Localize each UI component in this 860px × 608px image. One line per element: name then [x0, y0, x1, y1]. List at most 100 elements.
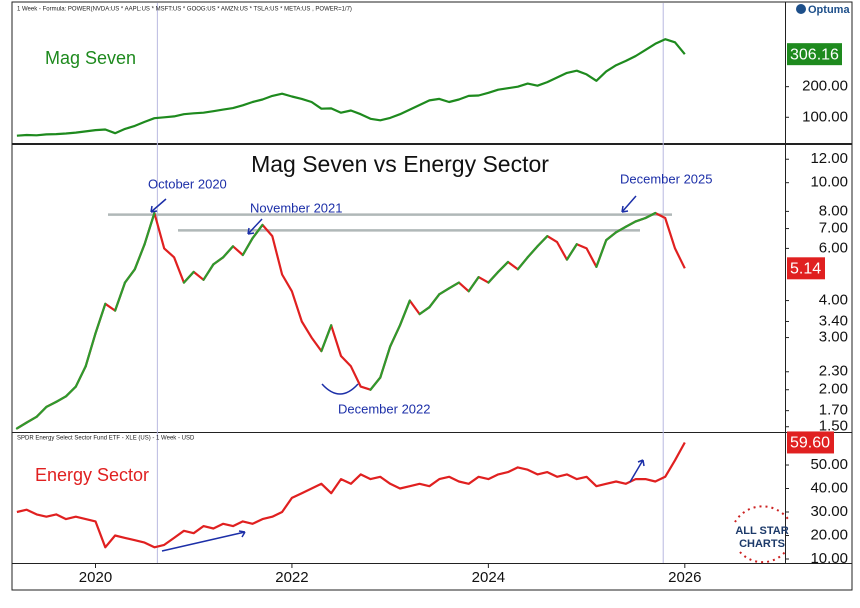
- last-value: 306.16: [787, 43, 842, 66]
- x-tick-label: 2024: [472, 569, 505, 586]
- y-tick-label: 8.00: [819, 202, 848, 219]
- up-segment: [644, 211, 657, 220]
- up-segment: [634, 216, 647, 223]
- arrow: [247, 218, 263, 235]
- up-segment: [447, 281, 461, 290]
- arrows: [150, 195, 645, 552]
- y-tick-label: 10.00: [810, 550, 848, 567]
- data-line: [16, 441, 686, 549]
- y-tick-label: 2.00: [819, 381, 848, 398]
- up-segment: [418, 306, 431, 316]
- last-value-box: [787, 431, 834, 454]
- arc: [321, 383, 359, 395]
- y-tick-label: 4.00: [819, 292, 848, 309]
- up-segment: [94, 302, 107, 335]
- y-tick-label: 3.40: [819, 312, 848, 329]
- panel-label: Mag Seven: [45, 48, 136, 68]
- data-line: [16, 211, 686, 430]
- y-tick-label: 200.00: [802, 78, 848, 95]
- chart-title: Mag Seven vs Energy Sector: [251, 151, 549, 177]
- up-segment: [15, 421, 28, 430]
- x-tick-label: 2026: [668, 569, 701, 586]
- logo-icon: [796, 4, 806, 14]
- up-segment: [487, 270, 500, 284]
- up-segment: [369, 376, 382, 391]
- up-segment: [182, 270, 195, 284]
- up-segment: [123, 268, 136, 284]
- y-tick-label: 6.00: [819, 239, 848, 256]
- up-segment: [497, 260, 510, 273]
- up-segment: [251, 223, 264, 240]
- up-segment: [241, 237, 254, 257]
- up-segment: [428, 293, 441, 309]
- up-segment: [467, 276, 480, 293]
- y-tick-label: 3.00: [819, 329, 848, 346]
- up-segment: [35, 405, 48, 418]
- plot-layer: 100.00 200.00 306.16 1.501.70 2.002.30 3.003.…: [15, 3, 848, 586]
- last-value-box: [787, 257, 825, 280]
- y-tick-label: 2.30: [819, 363, 848, 380]
- last-value: 59.60: [787, 431, 834, 454]
- arrow: [621, 195, 637, 213]
- up-segment: [438, 287, 451, 296]
- up-segment: [389, 324, 402, 348]
- watermark: ALL STAR CHARTS: [734, 505, 791, 564]
- last-value-label: 306.16: [790, 46, 839, 63]
- up-segment: [45, 400, 58, 409]
- up-segment: [84, 332, 97, 368]
- panel-label: Energy Sector: [35, 465, 149, 485]
- up-segment: [143, 211, 156, 246]
- up-segment: [320, 324, 333, 353]
- up-segment: [398, 299, 411, 327]
- y-tick-label: 50.00: [810, 456, 848, 473]
- y-tick-label: 20.00: [810, 526, 848, 543]
- up-segment: [74, 365, 87, 388]
- y-tick-label: 100.00: [802, 108, 848, 125]
- y-tick-label: 40.00: [810, 479, 848, 496]
- up-segment: [212, 256, 225, 266]
- up-segment: [614, 225, 627, 234]
- up-segment: [595, 239, 608, 268]
- watermark-text: ALL STAR: [735, 525, 788, 537]
- up-segment: [64, 385, 77, 398]
- y-tick-label: 12.00: [810, 150, 848, 167]
- y-tick-label: 10.00: [810, 174, 848, 191]
- last-value-label: 5.14: [790, 261, 821, 278]
- last-value: 5.14: [787, 257, 825, 280]
- annotation: December 2022: [338, 401, 431, 416]
- up-segment: [133, 243, 146, 271]
- up-segment: [605, 231, 618, 242]
- up-segment: [516, 256, 529, 271]
- panel-subtitle: 1 Week - Formula: POWER(NVDA:US * AAPL:U…: [17, 7, 352, 13]
- up-segment: [114, 281, 127, 312]
- y-tick-label: 30.00: [810, 503, 848, 520]
- annotation: November 2021: [250, 200, 343, 215]
- last-value-box: [787, 43, 842, 66]
- arrow: [150, 198, 167, 213]
- up-segment: [526, 245, 539, 259]
- data-line: [16, 38, 686, 137]
- annotation: December 2025: [620, 171, 713, 186]
- up-segment: [55, 395, 68, 403]
- frame: [11, 1, 853, 591]
- annotation: October 2020: [148, 176, 227, 191]
- up-segment: [536, 235, 549, 248]
- arrow: [161, 530, 246, 552]
- y-tick-label: 1.50: [819, 418, 848, 435]
- up-segment: [624, 220, 637, 228]
- y-tick-label: 1.70: [819, 402, 848, 419]
- brand: Optuma: [808, 4, 850, 16]
- up-segment: [25, 415, 38, 424]
- arrow: [629, 459, 645, 483]
- last-value-label: 59.60: [790, 435, 830, 452]
- watermark-stars: [734, 505, 791, 564]
- watermark-text: CHARTS: [739, 538, 785, 550]
- x-tick-label: 2020: [79, 569, 112, 586]
- panel-subtitle: SPDR Energy Select Sector Fund ETF - XLE…: [17, 436, 195, 442]
- up-segment: [379, 345, 392, 379]
- x-tick-label: 2022: [275, 569, 308, 586]
- y-tick-label: 7.00: [819, 220, 848, 237]
- up-segment: [202, 263, 215, 281]
- up-segment: [222, 245, 235, 259]
